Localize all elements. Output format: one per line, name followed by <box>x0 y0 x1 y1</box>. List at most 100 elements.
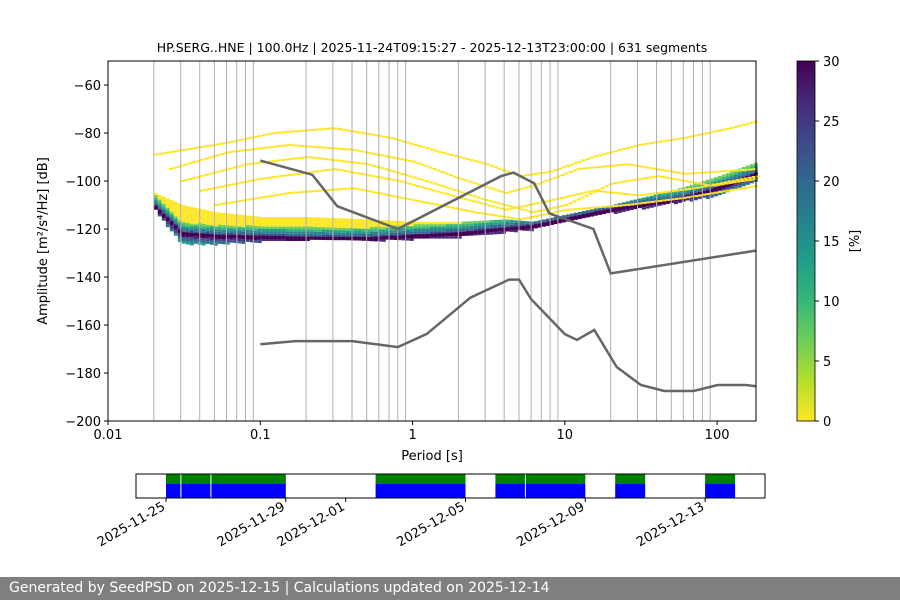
outlier-cell <box>244 149 249 151</box>
outlier-cell <box>207 188 212 190</box>
mode-cell <box>537 223 542 227</box>
heatmap-cell <box>373 239 378 242</box>
heatmap-cell <box>261 226 266 229</box>
heatmap-cell <box>381 220 386 223</box>
heatmap-cell <box>461 228 466 232</box>
outlier-cell <box>478 212 483 214</box>
heatmap-cell <box>165 198 170 201</box>
heatmap-cell <box>381 229 386 233</box>
heatmap-cell <box>305 238 310 241</box>
mode-cell <box>329 236 334 241</box>
heatmap-cell <box>201 216 206 220</box>
heatmap-cell <box>173 218 178 222</box>
mode-cell <box>153 205 158 209</box>
heatmap-cell <box>249 223 254 226</box>
heatmap-cell <box>741 174 746 177</box>
heatmap-cell <box>449 224 454 227</box>
heatmap-cell <box>205 227 210 230</box>
heatmap-cell <box>353 228 358 231</box>
heatmap-cell <box>217 239 222 242</box>
outlier-cell <box>402 197 407 200</box>
outlier-cell <box>512 189 517 192</box>
heatmap-cell <box>253 221 258 224</box>
heatmap-cell <box>325 220 330 223</box>
outlier-cell <box>347 170 352 173</box>
outlier-cell <box>476 196 481 199</box>
heatmap-cell <box>693 188 698 191</box>
outlier-cell <box>605 152 610 155</box>
heatmap-cell <box>289 231 294 234</box>
outlier-cell <box>343 170 348 172</box>
outlier-cell <box>548 207 553 210</box>
outlier-cell <box>447 193 452 196</box>
outlier-cell <box>518 218 523 221</box>
heatmap-cell <box>317 224 322 228</box>
heatmap-cell <box>345 233 350 236</box>
x-axis-label: Period [s] <box>401 449 463 464</box>
heatmap-cell <box>237 217 242 220</box>
heatmap-cell <box>465 221 470 224</box>
outlier-cell <box>320 146 325 149</box>
heatmap-cell <box>161 196 166 199</box>
heatmap-cell <box>361 231 366 234</box>
outlier-cell <box>412 176 417 179</box>
heatmap-cell <box>297 224 302 227</box>
heatmap-cell <box>309 229 314 232</box>
heatmap-cell <box>273 217 278 220</box>
outlier-cell <box>259 177 264 180</box>
heatmap-cell <box>361 219 366 222</box>
heatmap-cell <box>189 243 194 246</box>
heatmap-cell <box>685 186 690 189</box>
mode-cell <box>625 205 630 209</box>
outlier-cell <box>552 176 557 179</box>
heatmap-cell <box>321 217 326 220</box>
mode-cell <box>489 228 494 233</box>
outlier-cell <box>672 171 677 173</box>
mode-cell <box>377 236 382 240</box>
outlier-cell <box>587 190 592 193</box>
outlier-cell <box>407 182 412 185</box>
outlier-cell <box>573 162 578 165</box>
mode-cell <box>653 201 658 205</box>
heatmap-cell <box>441 221 446 225</box>
outlier-cell <box>184 163 189 166</box>
heatmap-cell <box>153 195 158 198</box>
mode-cell <box>481 229 486 233</box>
mode-cell <box>325 236 330 241</box>
heatmap-cell <box>245 232 250 235</box>
mode-cell <box>449 232 454 236</box>
heatmap-cell <box>701 188 706 191</box>
heatmap-cell <box>165 200 170 204</box>
mode-cell <box>701 190 706 195</box>
heatmap-cell <box>413 224 418 227</box>
outlier-cell <box>665 139 670 142</box>
heatmap-cell <box>229 221 234 224</box>
outlier-cell <box>562 209 567 212</box>
outlier-cell <box>383 177 388 180</box>
heatmap-cell <box>161 201 166 204</box>
mode-cell <box>165 217 170 221</box>
heatmap-cell <box>309 233 314 237</box>
heatmap-cell <box>449 231 454 234</box>
outlier-cell <box>204 173 209 176</box>
outlier-cell <box>552 206 557 209</box>
outlier-cell <box>434 203 439 206</box>
outlier-cell <box>344 160 349 163</box>
heatmap-cell <box>205 236 210 240</box>
heatmap-cell <box>357 223 362 227</box>
outlier-cell <box>680 179 685 182</box>
outlier-cell <box>695 186 700 189</box>
heatmap-cell <box>229 228 234 231</box>
heatmap-cell <box>241 217 246 220</box>
heatmap-cell <box>225 215 230 219</box>
outlier-cell <box>473 160 478 163</box>
outlier-cell <box>653 141 658 144</box>
heatmap-cell <box>717 180 722 184</box>
heatmap-cell <box>625 208 630 211</box>
outlier-cell <box>487 204 492 207</box>
outlier-cell <box>642 201 647 204</box>
outlier-cell <box>333 127 338 130</box>
heatmap-cell <box>389 220 394 223</box>
outlier-cell <box>214 204 219 206</box>
outlier-cell <box>514 217 519 220</box>
